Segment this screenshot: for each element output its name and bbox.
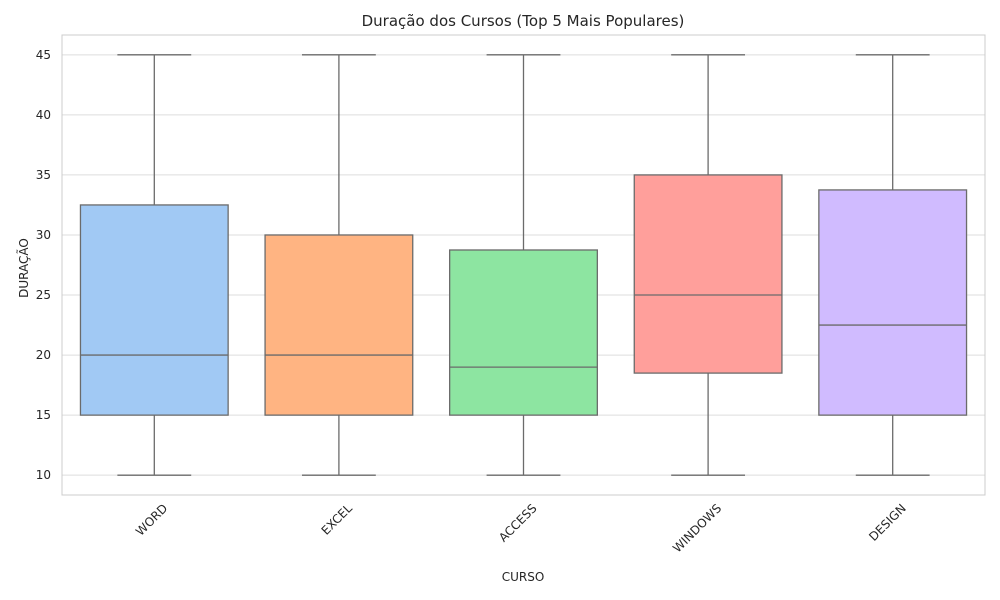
x-axis-ticks: WORD EXCEL ACCESS WINDOWS DESIGN [133,501,909,555]
box-excel [264,54,414,476]
box-windows [633,54,783,476]
y-axis-label: DURAÇÃO [16,238,31,298]
y-tick-label-45: 45 [36,48,51,62]
x-tick-label-word: WORD [133,501,170,538]
x-axis-label: CURSO [502,570,545,584]
y-tick-label-15: 15 [36,408,51,422]
plot-frame [61,34,986,496]
x-tick-label-access: ACCESS [496,501,540,545]
y-tick-label-30: 30 [36,228,51,242]
box-design [818,54,968,476]
y-tick-label-20: 20 [36,348,51,362]
chart-title: Duração dos Cursos (Top 5 Mais Populares… [362,12,685,30]
x-tick-label-design: DESIGN [866,501,909,544]
y-tick-label-40: 40 [36,108,51,122]
iqr-box-word [79,204,229,416]
box-access [449,54,598,476]
boxes [79,54,968,476]
y-tick-label-25: 25 [36,288,51,302]
box-word [79,54,229,476]
iqr-box-design [818,189,968,416]
iqr-box-access [449,249,598,416]
y-axis-ticks: 10 15 20 25 30 35 40 45 [36,48,51,482]
y-tick-label-35: 35 [36,168,51,182]
iqr-box-windows [633,174,783,374]
x-tick-label-windows: WINDOWS [670,501,724,555]
x-tick-label-excel: EXCEL [319,501,356,538]
y-tick-label-10: 10 [36,468,51,482]
iqr-box-excel [264,234,414,416]
